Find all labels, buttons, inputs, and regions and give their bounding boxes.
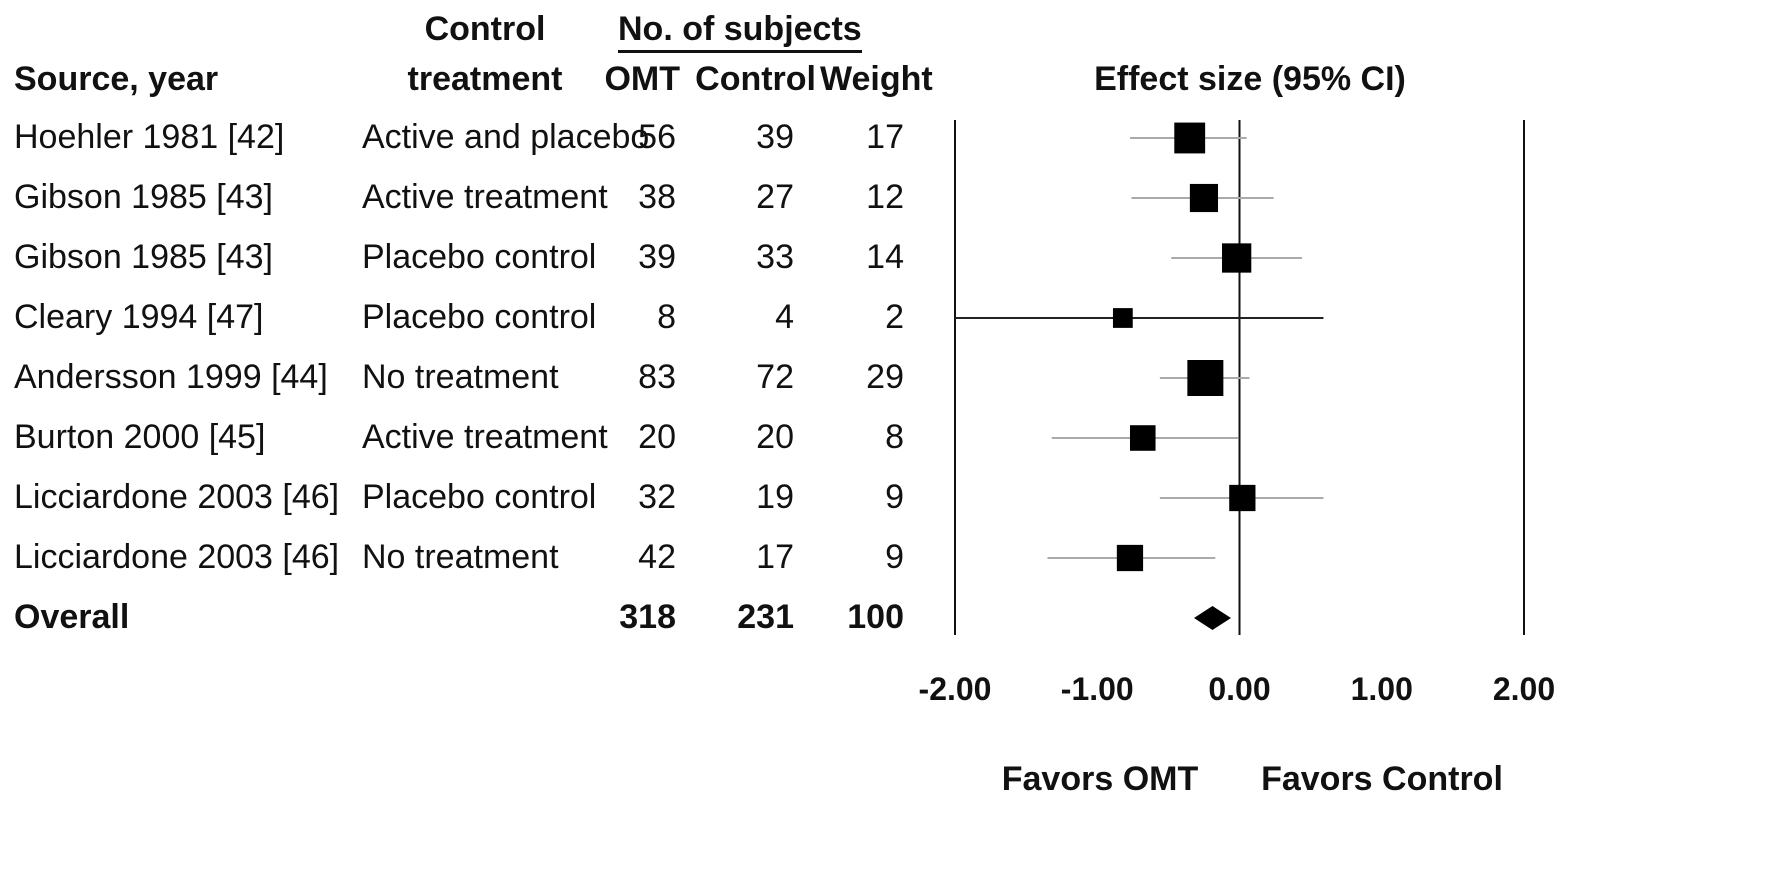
overall-omt: 318 bbox=[619, 598, 676, 636]
row-treatment: Active treatment bbox=[362, 418, 608, 456]
row-control: 72 bbox=[756, 358, 794, 396]
row-treatment: Placebo control bbox=[362, 298, 597, 336]
row-control: 33 bbox=[756, 238, 794, 276]
header-subjects-group: No. of subjects bbox=[618, 10, 862, 53]
row-treatment: Placebo control bbox=[362, 238, 597, 276]
x-tick-label: 2.00 bbox=[1493, 671, 1555, 707]
row-control: 39 bbox=[756, 118, 794, 156]
overall-estimate-diamond bbox=[1193, 606, 1231, 630]
study-estimate-marker bbox=[1174, 122, 1206, 154]
favors-omt-label: Favors OMT bbox=[1002, 760, 1199, 798]
row-weight: 14 bbox=[866, 238, 904, 276]
row-weight: 12 bbox=[866, 178, 904, 216]
row-treatment: No treatment bbox=[362, 358, 559, 396]
study-estimate-marker bbox=[1222, 243, 1252, 273]
favors-control-label: Favors Control bbox=[1261, 760, 1503, 798]
x-tick-label: -2.00 bbox=[919, 671, 992, 707]
row-treatment: No treatment bbox=[362, 538, 559, 576]
row-omt: 8 bbox=[657, 298, 676, 336]
study-estimate-marker bbox=[1116, 544, 1144, 572]
study-estimate-marker bbox=[1129, 425, 1156, 451]
row-treatment: Active treatment bbox=[362, 178, 608, 216]
overall-weight: 100 bbox=[847, 598, 904, 636]
row-source: Cleary 1994 [47] bbox=[14, 298, 264, 336]
subjects-group-label: No. of subjects bbox=[618, 10, 862, 53]
row-source: Licciardone 2003 [46] bbox=[14, 478, 340, 516]
header-omt: OMT bbox=[604, 60, 680, 98]
row-control: 20 bbox=[756, 418, 794, 456]
header-weight: Weight bbox=[820, 60, 933, 98]
row-omt: 56 bbox=[638, 118, 676, 156]
row-weight: 17 bbox=[866, 118, 904, 156]
row-weight: 9 bbox=[885, 538, 904, 576]
header-source: Source, year bbox=[14, 60, 219, 98]
row-omt: 38 bbox=[638, 178, 676, 216]
row-weight: 8 bbox=[885, 418, 904, 456]
row-control: 4 bbox=[775, 298, 794, 336]
header-control-treatment-line1: Control bbox=[424, 10, 546, 48]
row-control: 17 bbox=[756, 538, 794, 576]
row-source: Gibson 1985 [43] bbox=[14, 178, 273, 216]
row-weight: 9 bbox=[885, 478, 904, 516]
row-omt: 32 bbox=[638, 478, 676, 516]
row-omt: 20 bbox=[638, 418, 676, 456]
row-treatment: Active and placebo bbox=[362, 118, 650, 156]
study-estimate-marker bbox=[1229, 484, 1256, 512]
row-omt: 42 bbox=[638, 538, 676, 576]
header-effect-size: Effect size (95% CI) bbox=[1094, 60, 1406, 98]
header-control-treatment-line2: treatment bbox=[407, 60, 563, 98]
row-source: Andersson 1999 [44] bbox=[14, 358, 328, 396]
header-control: Control bbox=[695, 60, 816, 98]
row-control: 27 bbox=[756, 178, 794, 216]
x-tick-label: -1.00 bbox=[1061, 671, 1134, 707]
row-control: 19 bbox=[756, 478, 794, 516]
row-source: Hoehler 1981 [42] bbox=[14, 118, 285, 156]
overall-control: 231 bbox=[737, 598, 794, 636]
study-estimate-marker bbox=[1187, 360, 1224, 396]
row-weight: 29 bbox=[866, 358, 904, 396]
x-tick-label: 1.00 bbox=[1351, 671, 1413, 707]
study-estimate-marker bbox=[1112, 308, 1133, 328]
row-omt: 83 bbox=[638, 358, 676, 396]
row-treatment: Placebo control bbox=[362, 478, 597, 516]
row-source: Burton 2000 [45] bbox=[14, 418, 266, 456]
row-omt: 39 bbox=[638, 238, 676, 276]
row-weight: 2 bbox=[885, 298, 904, 336]
row-source: Gibson 1985 [43] bbox=[14, 238, 273, 276]
overall-label: Overall bbox=[14, 598, 130, 636]
row-source: Licciardone 2003 [46] bbox=[14, 538, 340, 576]
x-tick-label: 0.00 bbox=[1208, 671, 1270, 707]
study-estimate-marker bbox=[1189, 183, 1219, 213]
